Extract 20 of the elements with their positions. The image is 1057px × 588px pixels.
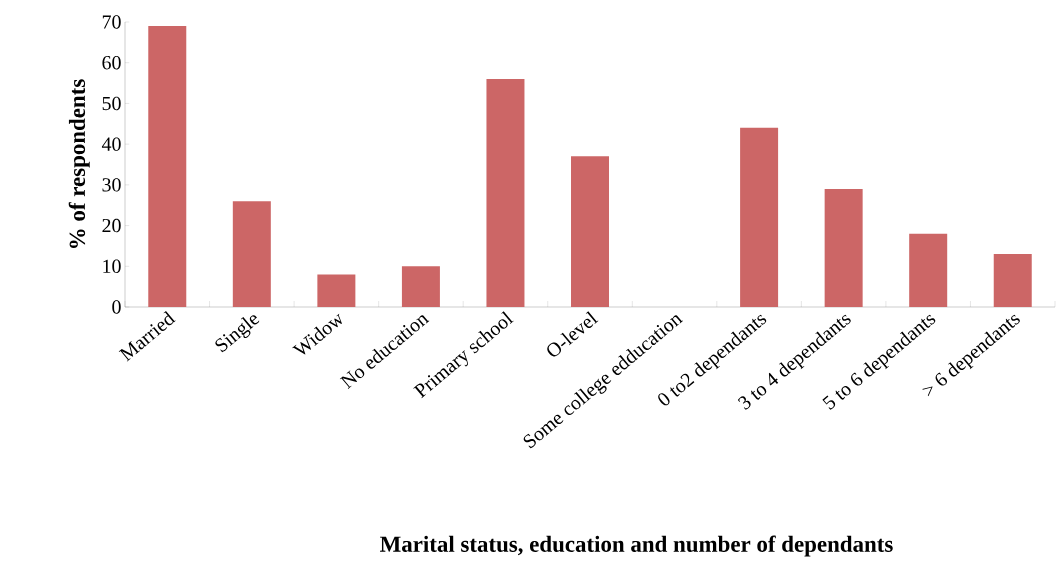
bar [232, 201, 271, 307]
bar [401, 266, 440, 307]
y-tick-label: 20 [102, 218, 121, 233]
y-tick-label: 0 [112, 300, 121, 314]
y-tick-label: 70 [102, 15, 121, 29]
y-axis-title: % of respondents [68, 79, 90, 248]
y-tick-label: 50 [102, 96, 121, 111]
x-axis-title: Marital status, education and number of dependants [380, 535, 893, 557]
bar [993, 254, 1032, 307]
bar [909, 233, 948, 307]
bar [148, 26, 187, 307]
bar [824, 188, 863, 307]
bar [317, 274, 356, 307]
y-tick-label: 10 [103, 259, 121, 273]
y-tick-label: 40 [101, 137, 121, 151]
bar [740, 127, 779, 307]
bar [486, 79, 525, 307]
bar [571, 156, 610, 307]
y-tick-label: 30 [102, 178, 121, 192]
y-tick-label: 60 [102, 56, 121, 70]
